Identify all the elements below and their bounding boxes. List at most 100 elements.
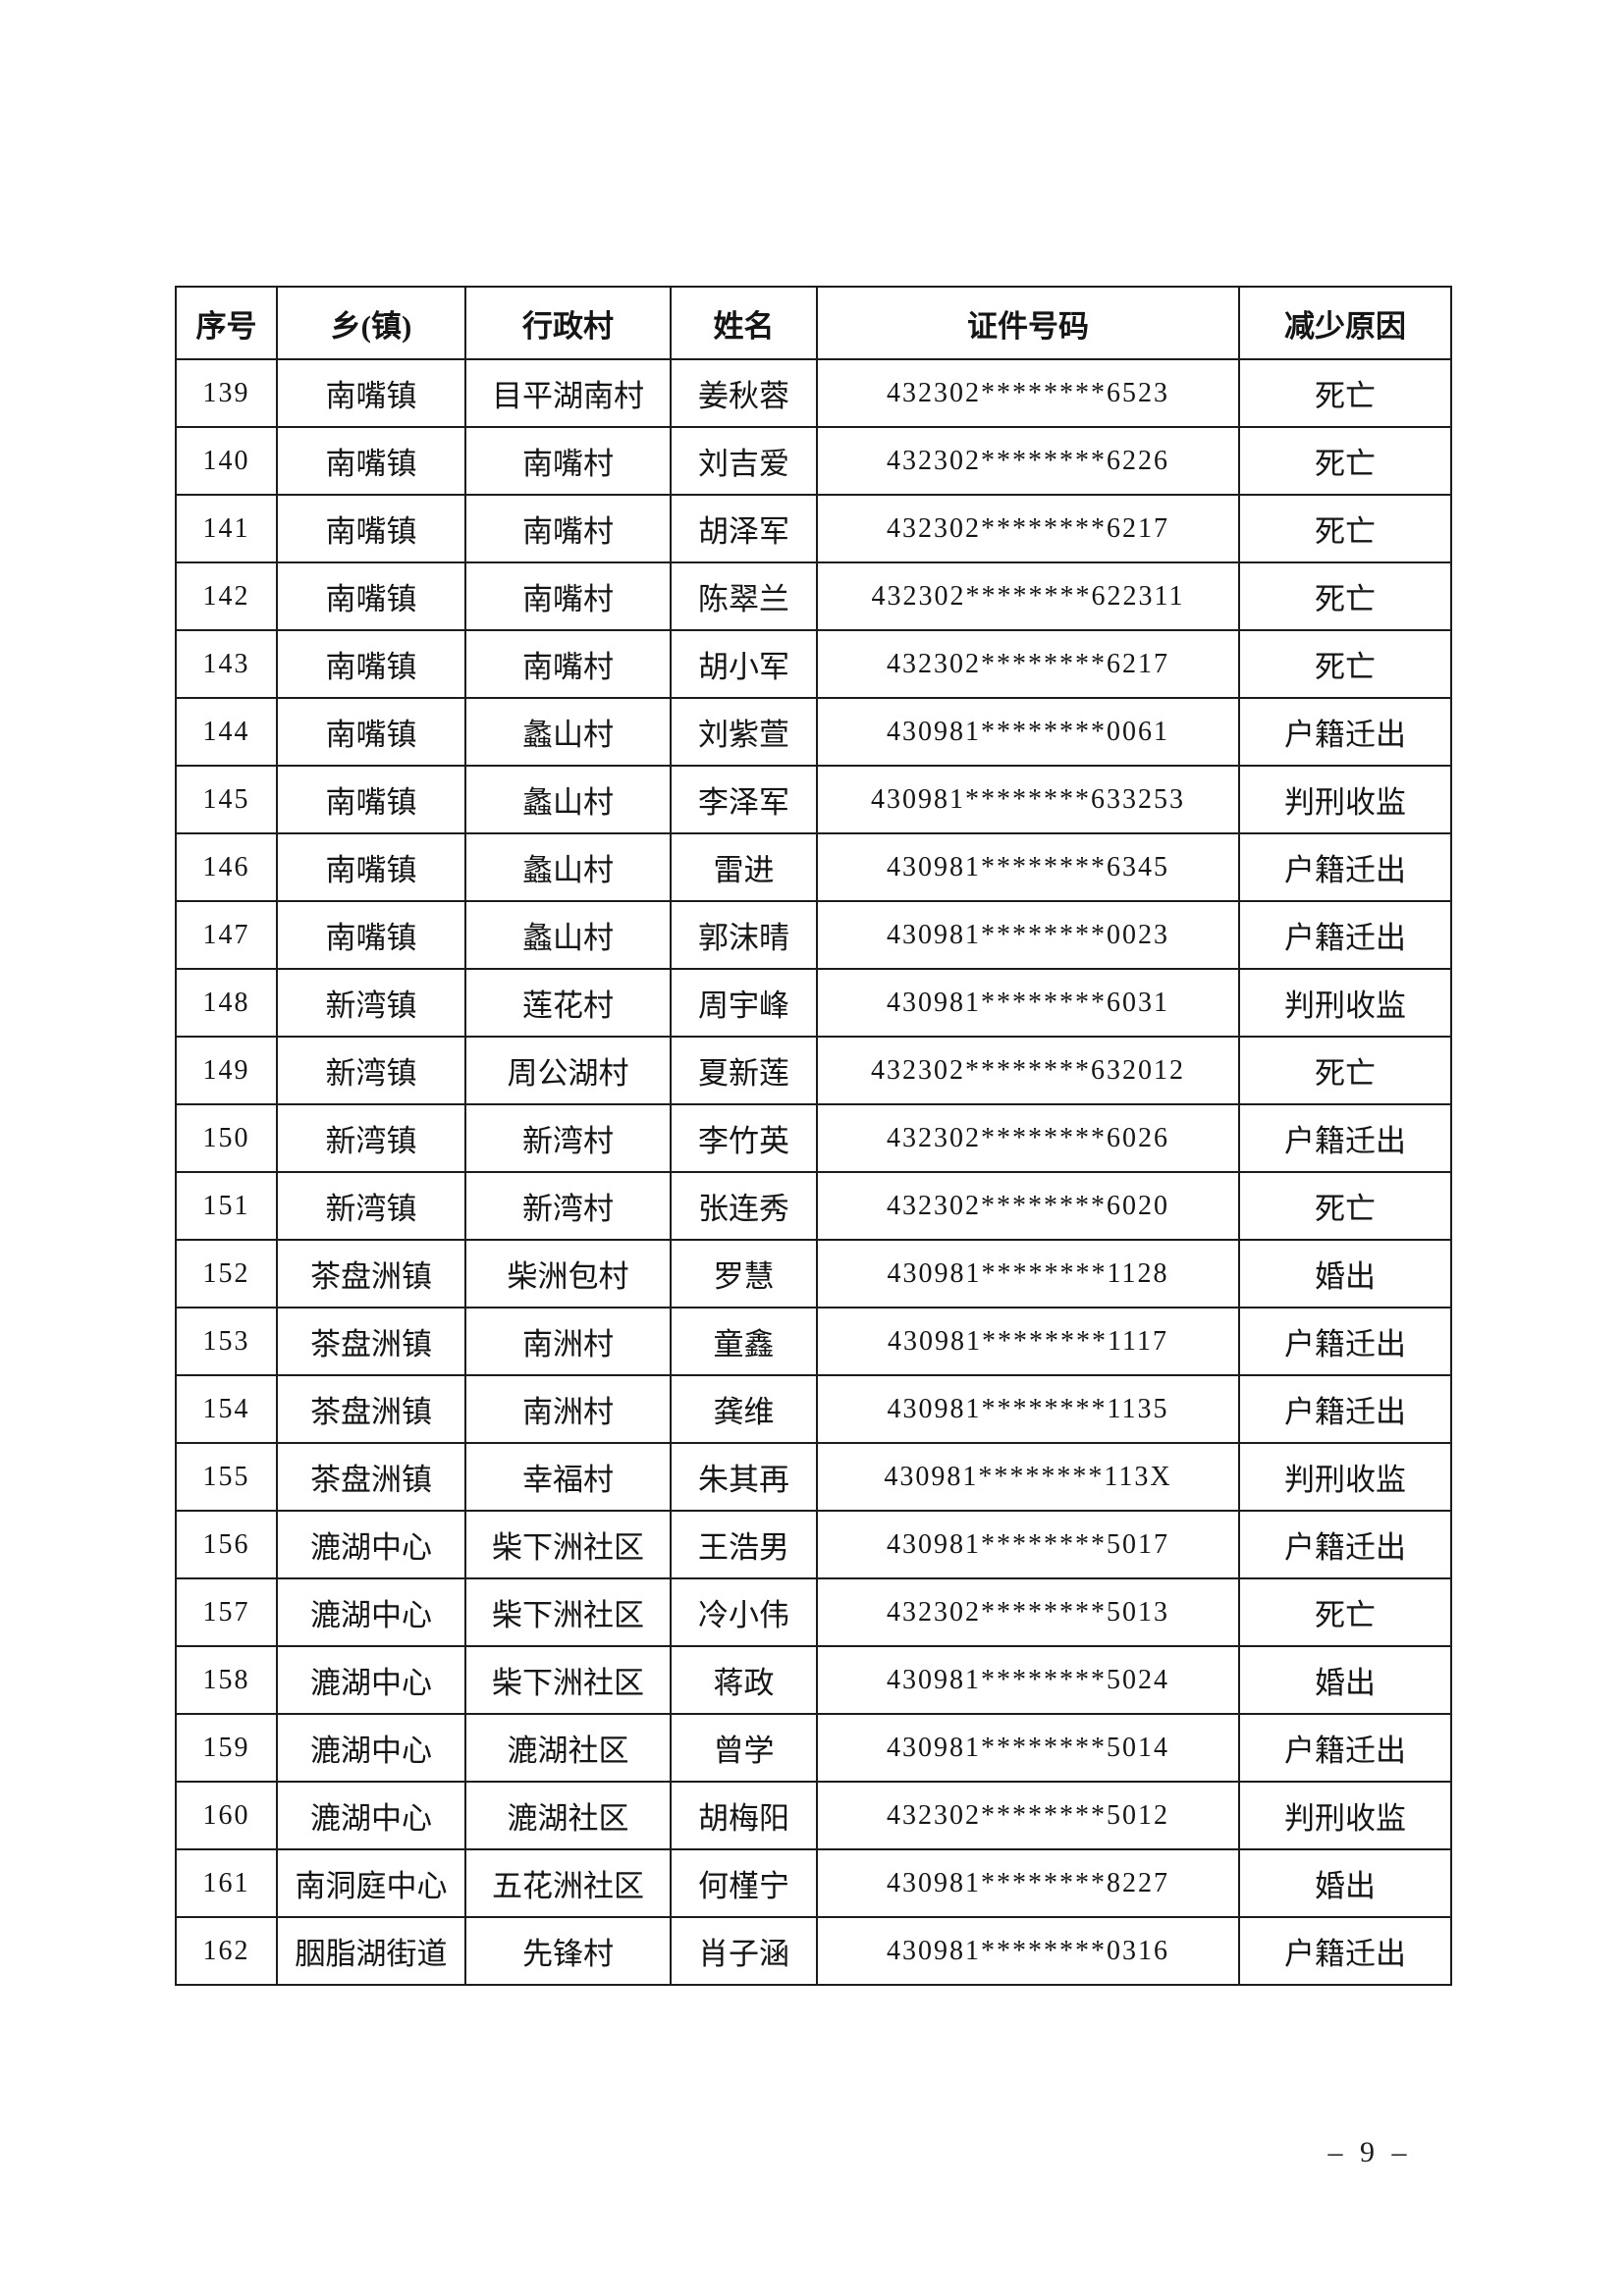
cell-serial-number: 157: [175, 1577, 278, 1647]
cell-id-number: 432302********6523: [816, 358, 1240, 428]
cell-serial-number: 149: [175, 1036, 278, 1105]
cell-serial-number: 162: [175, 1916, 278, 1986]
cell-serial-number: 154: [175, 1374, 278, 1444]
cell-name: 胡泽军: [670, 494, 818, 563]
table-row: 152 茶盘洲镇 柴洲包村 罗慧 430981********1128 婚出: [175, 1239, 1452, 1308]
cell-village: 新湾村: [464, 1103, 672, 1173]
cell-township: 新湾镇: [276, 1103, 466, 1173]
cell-id-number: 432302********632012: [816, 1036, 1240, 1105]
cell-serial-number: 161: [175, 1848, 278, 1918]
cell-serial-number: 151: [175, 1171, 278, 1241]
cell-reason: 死亡: [1238, 1036, 1452, 1105]
table-row: 155 茶盘洲镇 幸福村 朱其再 430981********113X 判刑收监: [175, 1442, 1452, 1512]
cell-township: 新湾镇: [276, 1171, 466, 1241]
cell-id-number: 430981********5017: [816, 1510, 1240, 1579]
cell-township: 南洞庭中心: [276, 1848, 466, 1918]
cell-name: 朱其再: [670, 1442, 818, 1512]
cell-id-number: 432302********622311: [816, 561, 1240, 631]
cell-id-number: 430981********8227: [816, 1848, 1240, 1918]
cell-serial-number: 139: [175, 358, 278, 428]
cell-township: 新湾镇: [276, 1036, 466, 1105]
table-row: 148 新湾镇 莲花村 周宇峰 430981********6031 判刑收监: [175, 968, 1452, 1038]
cell-id-number: 432302********6020: [816, 1171, 1240, 1241]
table-row: 157 漉湖中心 柴下洲社区 冷小伟 432302********5013 死亡: [175, 1577, 1452, 1647]
cell-name: 肖子涵: [670, 1916, 818, 1986]
table-row: 156 漉湖中心 柴下洲社区 王浩男 430981********5017 户籍…: [175, 1510, 1452, 1579]
cell-id-number: 430981********113X: [816, 1442, 1240, 1512]
header-serial-number: 序号: [175, 286, 278, 360]
cell-reason: 户籍迁出: [1238, 1374, 1452, 1444]
cell-township: 茶盘洲镇: [276, 1374, 466, 1444]
cell-village: 南嘴村: [464, 426, 672, 496]
cell-reason: 判刑收监: [1238, 1781, 1452, 1850]
cell-serial-number: 141: [175, 494, 278, 563]
cell-village: 南嘴村: [464, 629, 672, 699]
cell-reason: 户籍迁出: [1238, 1103, 1452, 1173]
cell-name: 龚维: [670, 1374, 818, 1444]
cell-id-number: 430981********0061: [816, 697, 1240, 767]
cell-reason: 死亡: [1238, 629, 1452, 699]
cell-village: 漉湖社区: [464, 1781, 672, 1850]
cell-village: 幸福村: [464, 1442, 672, 1512]
cell-serial-number: 145: [175, 765, 278, 834]
table-row: 143 南嘴镇 南嘴村 胡小军 432302********6217 死亡: [175, 629, 1452, 699]
table-row: 158 漉湖中心 柴下洲社区 蒋政 430981********5024 婚出: [175, 1645, 1452, 1715]
cell-name: 郭沫晴: [670, 900, 818, 970]
cell-name: 王浩男: [670, 1510, 818, 1579]
cell-township: 漉湖中心: [276, 1645, 466, 1715]
header-name: 姓名: [670, 286, 818, 360]
cell-name: 姜秋蓉: [670, 358, 818, 428]
table-row: 145 南嘴镇 蠡山村 李泽军 430981********633253 判刑收…: [175, 765, 1452, 834]
cell-village: 周公湖村: [464, 1036, 672, 1105]
table-row: 146 南嘴镇 蠡山村 雷进 430981********6345 户籍迁出: [175, 832, 1452, 902]
cell-id-number: 432302********6217: [816, 494, 1240, 563]
cell-name: 李竹英: [670, 1103, 818, 1173]
cell-village: 南洲村: [464, 1307, 672, 1376]
table-row: 159 漉湖中心 漉湖社区 曾学 430981********5014 户籍迁出: [175, 1713, 1452, 1783]
cell-name: 蒋政: [670, 1645, 818, 1715]
cell-name: 夏新莲: [670, 1036, 818, 1105]
cell-name: 胡梅阳: [670, 1781, 818, 1850]
cell-serial-number: 146: [175, 832, 278, 902]
cell-reason: 婚出: [1238, 1645, 1452, 1715]
cell-village: 五花洲社区: [464, 1848, 672, 1918]
cell-serial-number: 160: [175, 1781, 278, 1850]
table-row: 150 新湾镇 新湾村 李竹英 432302********6026 户籍迁出: [175, 1103, 1452, 1173]
cell-village: 南嘴村: [464, 561, 672, 631]
cell-village: 蠡山村: [464, 832, 672, 902]
cell-id-number: 430981********0316: [816, 1916, 1240, 1986]
cell-village: 南洲村: [464, 1374, 672, 1444]
cell-serial-number: 152: [175, 1239, 278, 1308]
cell-id-number: 432302********6217: [816, 629, 1240, 699]
table-row: 151 新湾镇 新湾村 张连秀 432302********6020 死亡: [175, 1171, 1452, 1241]
cell-id-number: 432302********6226: [816, 426, 1240, 496]
cell-serial-number: 140: [175, 426, 278, 496]
cell-id-number: 430981********6031: [816, 968, 1240, 1038]
cell-reason: 户籍迁出: [1238, 1307, 1452, 1376]
cell-serial-number: 159: [175, 1713, 278, 1783]
cell-village: 漉湖社区: [464, 1713, 672, 1783]
cell-serial-number: 153: [175, 1307, 278, 1376]
cell-village: 柴洲包村: [464, 1239, 672, 1308]
cell-village: 南嘴村: [464, 494, 672, 563]
page-number: – 9 –: [1327, 2136, 1412, 2168]
header-id-number: 证件号码: [816, 286, 1240, 360]
cell-id-number: 430981********5024: [816, 1645, 1240, 1715]
cell-reason: 婚出: [1238, 1848, 1452, 1918]
cell-reason: 判刑收监: [1238, 968, 1452, 1038]
cell-serial-number: 147: [175, 900, 278, 970]
cell-village: 柴下洲社区: [464, 1645, 672, 1715]
cell-name: 胡小军: [670, 629, 818, 699]
cell-village: 先锋村: [464, 1916, 672, 1986]
table-row: 147 南嘴镇 蠡山村 郭沫晴 430981********0023 户籍迁出: [175, 900, 1452, 970]
cell-name: 李泽军: [670, 765, 818, 834]
cell-reason: 婚出: [1238, 1239, 1452, 1308]
cell-name: 曾学: [670, 1713, 818, 1783]
cell-township: 南嘴镇: [276, 900, 466, 970]
cell-township: 南嘴镇: [276, 358, 466, 428]
table-row: 161 南洞庭中心 五花洲社区 何槿宁 430981********8227 婚…: [175, 1848, 1452, 1918]
cell-township: 茶盘洲镇: [276, 1442, 466, 1512]
cell-name: 周宇峰: [670, 968, 818, 1038]
cell-township: 南嘴镇: [276, 426, 466, 496]
cell-village: 目平湖南村: [464, 358, 672, 428]
